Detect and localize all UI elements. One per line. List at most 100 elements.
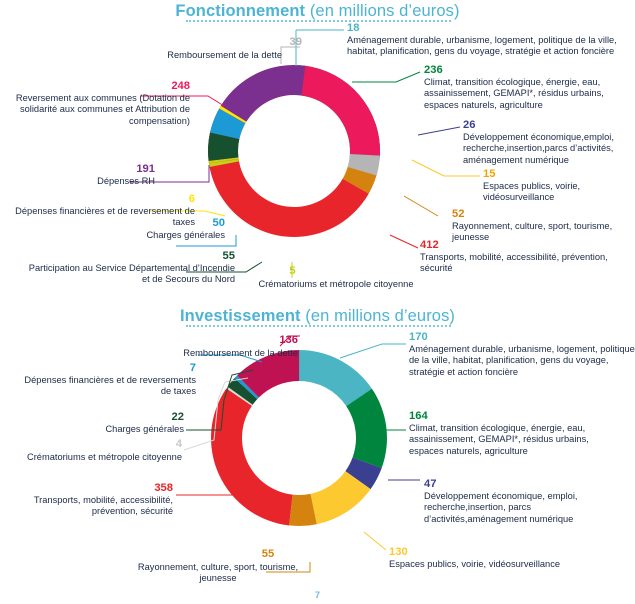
label-fonct-5-caption: Crématoriums et métropole citoyenne [226, 279, 446, 290]
label-inv-130-value: 130 [389, 546, 408, 558]
slice-inv-transports [211, 388, 293, 526]
slice-reversement-communes [301, 65, 380, 156]
label-fonct-52-text: Rayonnement, culture, sport, tourisme, j… [452, 221, 613, 243]
label-inv-358: 358 Transports, mobilité, accessibilité,… [8, 482, 173, 518]
slice-remboursement-dette [347, 154, 380, 176]
label-fonct-6-text: Dépenses financières et de reversement d… [15, 206, 195, 228]
slice-sdis [208, 132, 240, 161]
label-inv-47: 47 Développement économique, emploi, rec… [424, 478, 589, 525]
label-inv-55-caption: Rayonnement, culture, sport, tourisme, j… [128, 562, 308, 585]
leader-lines-investissement [176, 335, 420, 573]
label-fonct-18: 18 Aménagement durable, urbanisme, logem… [347, 22, 635, 58]
label-inv-47-value: 47 [424, 478, 437, 490]
label-inv-7-text: Dépenses financières et de reversements … [24, 375, 196, 397]
label-inv-4-text: Crématoriums et métropole citoyenne [26, 452, 182, 462]
slice-inv-rayonnement [289, 493, 317, 526]
label-inv-47-text: Développement économique, emploi, recher… [424, 491, 578, 524]
label-fonct-50: 50 Charges générales [20, 217, 225, 241]
label-fonct-18-value: 18 [347, 22, 360, 34]
label-inv-4-value-text: 4 [175, 438, 182, 450]
label-inv-136-value: 136 [180, 334, 298, 347]
label-fonct-248: 248 Reversement aux communes (Dotation d… [2, 80, 190, 127]
label-fonct-5-text: Crématoriums et métropole citoyenne [258, 279, 414, 289]
label-inv-55: 55 [228, 548, 308, 561]
label-fonct-26: 26 Développement économique,emploi, rech… [463, 119, 635, 166]
label-inv-22-value: 22 [171, 411, 184, 423]
slice-inv-amenagement [299, 350, 372, 407]
label-fonct-55-text: Participation au Service Départemental d… [28, 263, 235, 285]
label-fonct-236: 236 Climat, transition écologique, énerg… [424, 64, 635, 111]
label-fonct-15-text: Espaces publics, voirie, vidéosurveillan… [483, 181, 581, 203]
slice-depenses-rh [220, 65, 306, 122]
label-fonct-18-text: Aménagement durable, urbanisme, logement… [347, 35, 617, 57]
label-fonct-6: 6 Dépenses financières et de reversement… [10, 193, 195, 229]
label-fonct-50-text: Charges générales [146, 230, 225, 240]
label-fonct-26-text: Développement économique,emploi, recherc… [463, 132, 614, 165]
title-rule-investissement [186, 325, 451, 327]
slice-inv-charges-generales [227, 378, 258, 405]
slice-inv-espaces-publics [310, 471, 371, 525]
slice-depenses-financieres [219, 105, 247, 124]
label-inv-164-text: Climat, transition écologique, énergie, … [409, 423, 589, 456]
label-inv-170: 170 Aménagement durable, urbanisme, loge… [409, 331, 635, 378]
title-rule-fonctionnement [186, 20, 451, 22]
slice-crematoriums-arc [208, 157, 239, 164]
label-inv-164-value: 164 [409, 410, 428, 422]
slice-inv-crematoriums [226, 386, 253, 406]
label-fonct-248-value: 248 [171, 80, 190, 92]
label-fonct-26-value: 26 [463, 119, 476, 131]
label-inv-358-text: Transports, mobilité, accessibilité, pré… [33, 495, 173, 517]
slice-inv-climat [346, 388, 387, 469]
label-inv-164: 164 Climat, transition écologique, énerg… [409, 410, 589, 457]
label-inv-22-text: Charges générales [105, 424, 184, 434]
label-inv-55-value: 55 [261, 548, 275, 560]
label-inv-7-value: 7 [189, 362, 196, 374]
label-fonct-39-value-wrap: 39 [180, 36, 302, 49]
chart-title-fonctionnement-strong: Fonctionnement [175, 2, 306, 20]
label-inv-130-text: Espaces publics, voirie, vidéosurveillan… [389, 559, 561, 569]
chart-title-investissement: Investissement (en millions d’euros) [0, 307, 635, 326]
label-inv-130: 130 Espaces publics, voirie, vidéosurvei… [389, 546, 569, 570]
label-inv-7: 7 Dépenses financières et de reversement… [20, 362, 196, 398]
slice-charges-generales [210, 108, 246, 139]
label-inv-358-value: 358 [154, 482, 173, 494]
leader-lines-fonctionnement [130, 29, 480, 278]
label-fonct-236-value: 236 [424, 64, 443, 76]
label-fonct-39-text: Remboursement de la dette [167, 50, 282, 60]
label-fonct-5: 5 [245, 265, 340, 278]
label-fonct-15-value: 15 [483, 168, 496, 180]
label-fonct-52-value: 52 [452, 208, 465, 220]
label-inv-170-text: Aménagement durable, urbanisme, logement… [409, 344, 635, 377]
label-fonct-412-value: 412 [420, 239, 439, 251]
label-fonct-191: 191 Dépenses RH [10, 163, 155, 187]
label-fonct-191-text: Dépenses RH [97, 176, 155, 186]
label-fonct-412-text: Transports, mobilité, accessibilité, pré… [420, 252, 608, 274]
slice-crematoriums [208, 159, 239, 167]
donut-chart-fonctionnement-slices2 [208, 65, 380, 176]
label-inv-4-value: 4 [60, 438, 182, 451]
chart-title-fonctionnement: Fonctionnement (en millions d’euros) [0, 2, 635, 21]
donut-chart-investissement [211, 349, 387, 526]
page-number: 7 [314, 590, 320, 600]
label-inv-55-text: Rayonnement, culture, sport, tourisme, j… [137, 562, 299, 584]
label-fonct-52: 52 Rayonnement, culture, sport, tourisme… [452, 208, 635, 244]
slice-inv-remboursement-dette [237, 349, 300, 398]
chart-title-investissement-strong: Investissement [179, 307, 301, 325]
label-fonct-412: 412 Transports, mobilité, accessibilité,… [420, 239, 635, 275]
label-fonct-50-value: 50 [212, 217, 225, 229]
label-fonct-55-value: 55 [222, 250, 235, 262]
label-inv-170-value: 170 [409, 331, 428, 343]
label-fonct-15: 15 Espaces publics, voirie, vidéosurveil… [483, 168, 635, 204]
chart-title-investissement-unit: (en millions d’euros) [300, 307, 456, 325]
label-fonct-248-text: Reversement aux communes (Dotation de so… [15, 93, 190, 126]
slice-inv-depenses-financieres [234, 375, 259, 400]
slice-inv-developpement [345, 457, 382, 490]
label-fonct-236-text: Climat, transition écologique, énergie, … [424, 77, 604, 110]
label-fonct-39-caption: Remboursement de la dette [60, 50, 282, 61]
chart-title-fonctionnement-unit: (en millions d’euros) [305, 2, 460, 20]
label-inv-136-value-text: 136 [279, 334, 298, 346]
label-inv-4-caption: Crématoriums et métropole citoyenne [2, 452, 182, 463]
label-inv-22: 22 Charges générales [40, 411, 184, 435]
label-fonct-55: 55 Participation au Service Départementa… [20, 250, 235, 286]
